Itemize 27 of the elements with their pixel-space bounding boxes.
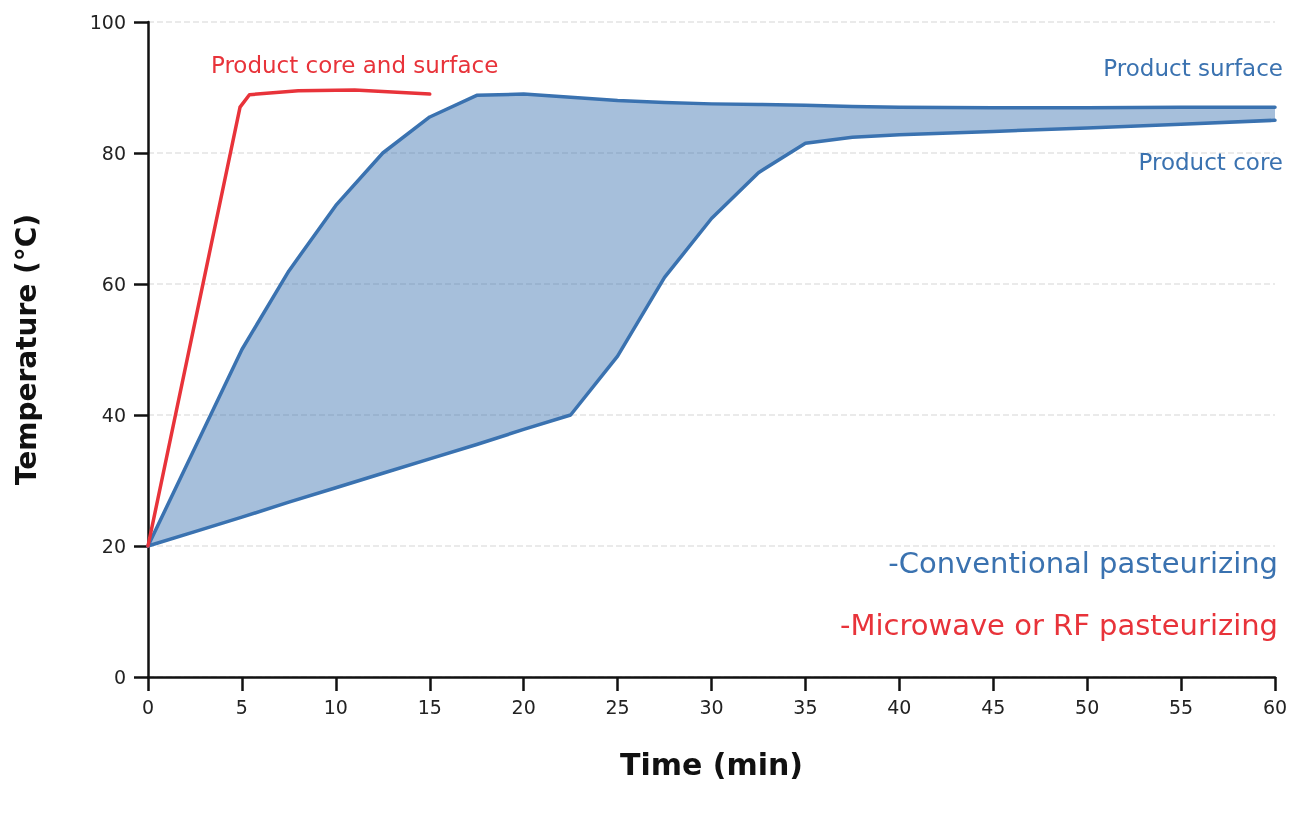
annotation: -Conventional pasteurizing [888,545,1279,580]
y-tick-label: 40 [101,404,126,426]
y-tick-label: 60 [101,273,126,295]
annotation: -Microwave or RF pasteurizing [839,607,1279,642]
line-series [146,88,432,548]
x-tick-label: 50 [1075,695,1100,718]
y-tick-label: 0 [113,666,126,688]
x-tick-label: 55 [1168,695,1194,718]
x-tick-label: 5 [235,695,248,718]
series-label: Product surface [1103,54,1283,81]
x-tick-label: 30 [699,695,724,718]
y-tick-label: 100 [89,11,126,33]
x-tick-label: 35 [793,695,818,718]
series-label: Product core [1138,148,1283,175]
y-tick-label: 80 [101,142,126,164]
x-tick-label: 20 [511,695,536,718]
y-axis-title: Temperature (°C) [9,213,43,486]
x-tick-label: 25 [605,695,630,718]
x-tick-label: 10 [323,695,348,718]
x-tick-label: 40 [887,695,912,718]
x-tick-label: 60 [1262,695,1288,718]
y-tick-label: 20 [101,535,126,557]
x-axis-title: Time (min) [619,746,804,782]
series-label: Product core and surface [210,51,499,78]
x-tick-label: 15 [417,695,442,718]
x-tick-label: 0 [141,695,155,718]
x-tick-label: 45 [981,695,1006,718]
